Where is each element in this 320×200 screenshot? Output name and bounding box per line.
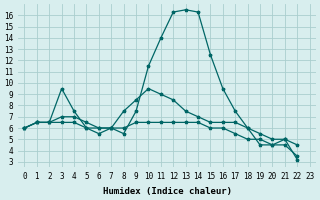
X-axis label: Humidex (Indice chaleur): Humidex (Indice chaleur)	[102, 187, 232, 196]
